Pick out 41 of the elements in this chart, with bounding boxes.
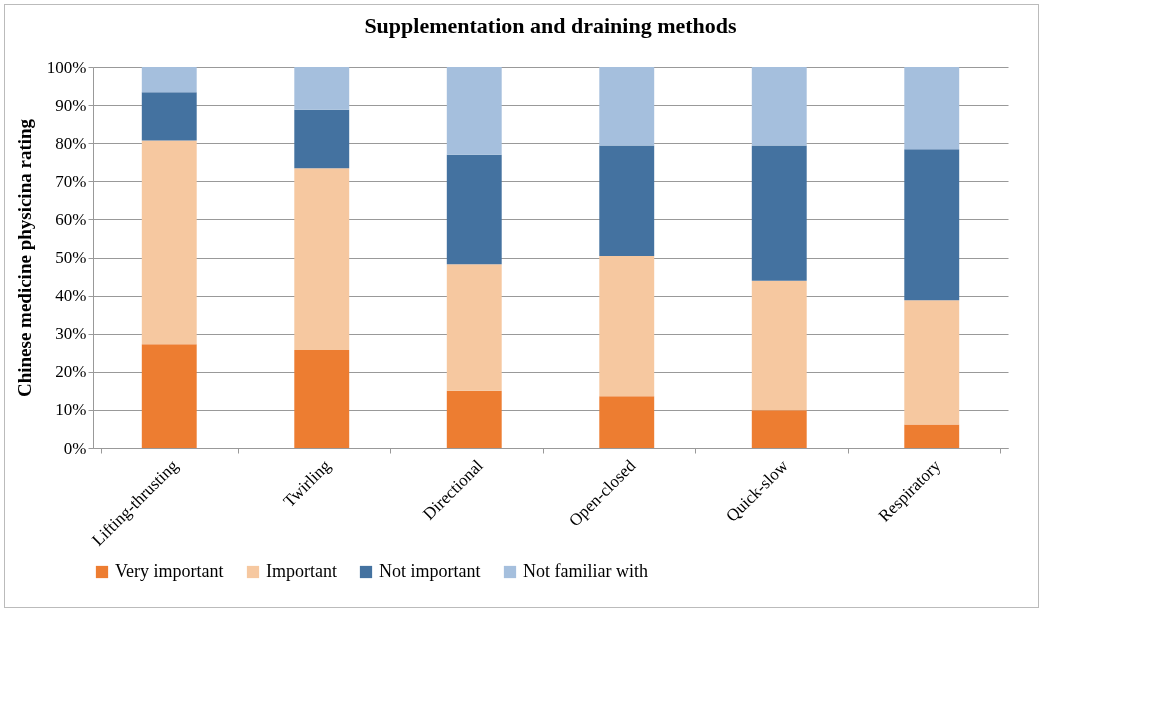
- bar: [599, 145, 655, 256]
- bar: [751, 67, 807, 146]
- y-tick-label: 80%: [55, 133, 87, 153]
- y-tick-label: 20%: [55, 362, 87, 382]
- y-tick-label: 70%: [55, 171, 87, 191]
- legend-label: Important: [266, 561, 337, 581]
- y-axis-title: Chinese medicine physicina rating: [13, 118, 35, 398]
- legend-label: Not important: [379, 561, 481, 581]
- bar: [141, 92, 197, 141]
- bar: [599, 255, 655, 397]
- bar: [446, 390, 502, 448]
- y-tick-label: 100%: [46, 57, 87, 77]
- bar: [294, 109, 350, 169]
- bar: [904, 424, 960, 448]
- bar: [904, 300, 960, 425]
- bar: [141, 67, 197, 93]
- legend-label: Very important: [115, 561, 224, 581]
- y-tick-label: 10%: [55, 400, 87, 420]
- chart-title: Supplementation and draining methods: [364, 13, 738, 38]
- bar: [446, 67, 502, 155]
- bar: [599, 67, 655, 146]
- bar: [446, 264, 502, 391]
- bar: [904, 67, 960, 150]
- bar: [751, 410, 807, 448]
- y-tick-label: 0%: [63, 438, 87, 458]
- legend-label: Not familiar with: [523, 561, 648, 581]
- y-tick-label: 90%: [55, 95, 87, 115]
- bar: [141, 344, 197, 448]
- y-tick-label: 50%: [55, 248, 87, 267]
- bar: [294, 350, 350, 448]
- bar: [141, 140, 197, 345]
- bar: [751, 145, 807, 281]
- bar: [904, 149, 960, 301]
- bar: [599, 396, 655, 448]
- y-tick-label: 40%: [55, 286, 87, 306]
- bar: [446, 154, 502, 265]
- bar: [294, 67, 350, 110]
- y-tick-label: 30%: [55, 324, 87, 344]
- y-tick-label: 60%: [55, 209, 87, 229]
- bar: [751, 280, 807, 411]
- bar: [294, 168, 350, 351]
